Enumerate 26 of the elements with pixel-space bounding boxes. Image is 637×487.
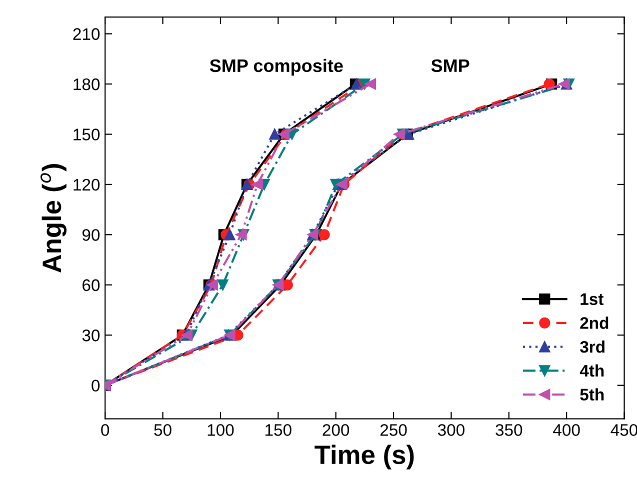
- legend-label: 5th: [580, 388, 604, 401]
- y-tick-label: 120: [74, 178, 100, 191]
- x-tick-label: 400: [553, 424, 580, 436]
- legend-label: 4th: [580, 364, 604, 377]
- y-tick-label: 180: [74, 78, 100, 90]
- x-tick-label: 200: [322, 424, 350, 436]
- y-tick-label: 150: [74, 128, 100, 140]
- y-tick-label: 90: [82, 229, 100, 241]
- y-tick-label: 60: [82, 279, 100, 292]
- x-tick-label: 50: [154, 424, 172, 436]
- annotation: SMP composite: [210, 58, 343, 76]
- x-tick-label: 150: [266, 424, 292, 436]
- x-tick-label: 100: [208, 424, 234, 436]
- annotation: SMP: [431, 59, 470, 72]
- x-tick-label: 0: [101, 424, 110, 436]
- legend-label: 2nd: [580, 316, 608, 329]
- legend-label: 3rd: [580, 340, 604, 353]
- x-tick-label: 350: [496, 424, 522, 436]
- x-tick-label: 250: [380, 424, 407, 436]
- legend-label: 1st: [580, 293, 604, 306]
- y-axis-title: Angle ($^{o}$): [40, 164, 67, 273]
- x-tick-label: 300: [438, 424, 464, 436]
- y-tick-label: 0: [92, 380, 100, 392]
- y-tick-label: 210: [73, 28, 100, 40]
- y-tick-label: 30: [82, 330, 100, 342]
- x-axis-title: Time (s): [314, 444, 414, 470]
